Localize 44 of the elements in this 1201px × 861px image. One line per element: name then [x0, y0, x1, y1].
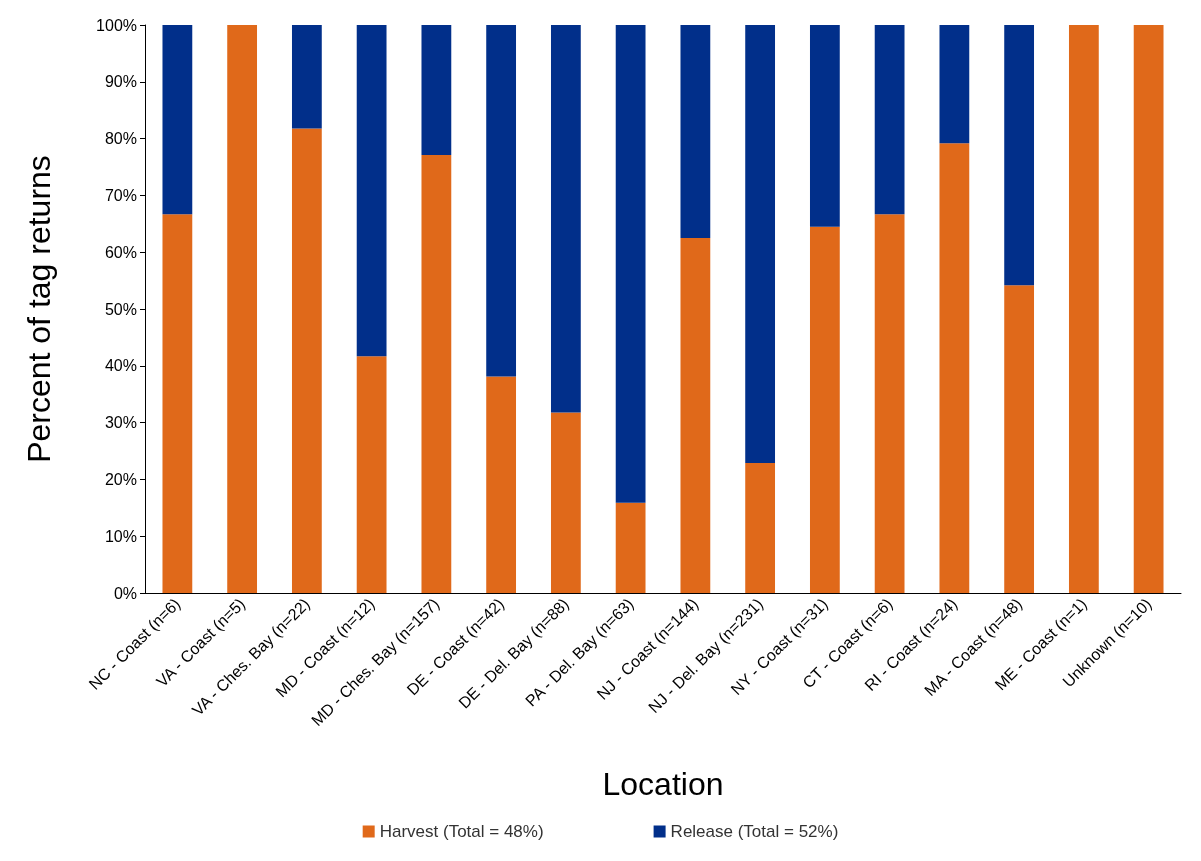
bar [162, 214, 193, 593]
y-tick-label: 60% [104, 243, 137, 261]
bar [291, 25, 322, 129]
bar [745, 25, 776, 463]
bar [939, 25, 970, 144]
y-axis-title: Percent of tag returns [21, 155, 57, 463]
y-tick-label: 50% [104, 300, 137, 318]
bar [421, 25, 452, 156]
legend-label: Release (Total = 52%) [670, 822, 839, 841]
y-tick-label: 20% [104, 470, 137, 488]
y-tick-label: 10% [104, 527, 137, 545]
bar [874, 25, 905, 215]
bar [356, 25, 387, 357]
y-tick-label: 0% [113, 584, 137, 602]
bar [615, 502, 646, 593]
bar [550, 412, 581, 593]
y-tick-label: 80% [104, 130, 137, 148]
bar [1004, 25, 1035, 286]
bar [680, 238, 711, 593]
bar [615, 25, 646, 503]
bar [227, 25, 258, 593]
bar [680, 25, 711, 238]
bar [162, 25, 193, 215]
x-axis-title: Location [602, 766, 724, 802]
bar [291, 128, 322, 593]
bar [421, 155, 452, 593]
bar [809, 226, 840, 593]
bar [356, 356, 387, 593]
bar [745, 462, 776, 593]
bar [874, 214, 905, 593]
bar [1004, 285, 1035, 593]
legend-label: Harvest (Total = 48%) [379, 822, 544, 841]
bar [486, 25, 517, 377]
bar [809, 25, 840, 227]
bar [550, 25, 581, 413]
y-tick-label: 70% [104, 186, 137, 204]
bar [486, 376, 517, 593]
y-tick-label: 30% [104, 414, 137, 432]
y-tick-label: 100% [96, 16, 137, 34]
bar [1068, 25, 1099, 593]
y-tick-label: 90% [104, 73, 137, 91]
y-tick-label: 40% [104, 357, 137, 375]
bar [939, 143, 970, 593]
bar [1133, 25, 1164, 593]
